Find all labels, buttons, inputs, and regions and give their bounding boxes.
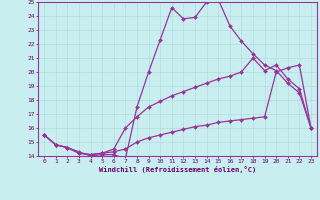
X-axis label: Windchill (Refroidissement éolien,°C): Windchill (Refroidissement éolien,°C) bbox=[99, 166, 256, 173]
